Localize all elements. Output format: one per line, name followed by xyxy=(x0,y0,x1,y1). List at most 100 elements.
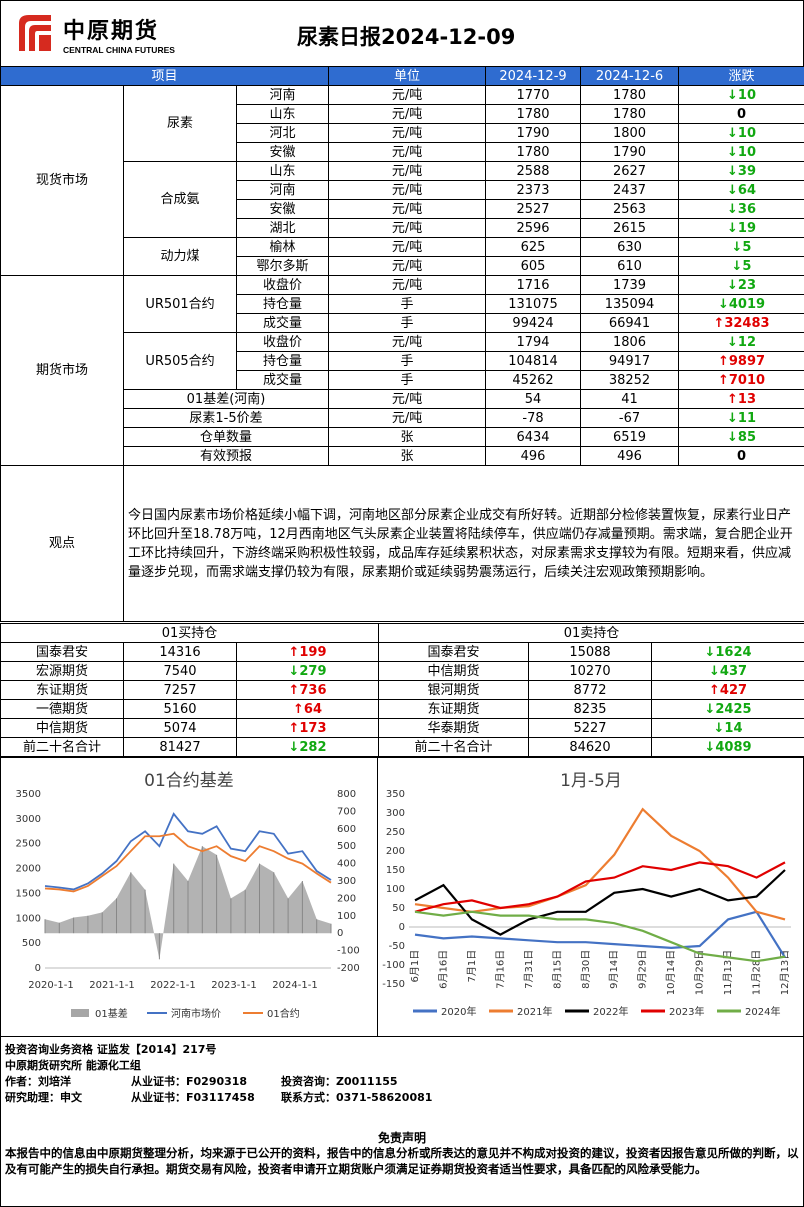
row-change: ↓85 xyxy=(678,427,804,447)
long-change: ↑736 xyxy=(235,680,380,700)
y2-tick-label: 700 xyxy=(337,806,356,817)
table-row: 01基差(河南) 元/吨 54 41 ↑13 xyxy=(1,389,804,409)
y2-tick-label: 100 xyxy=(337,911,356,922)
row-unit: 元/吨 xyxy=(328,275,487,295)
logo-en: CENTRAL CHINA FUTURES xyxy=(63,45,175,55)
row-change: ↓12 xyxy=(678,332,804,352)
long-broker: 前二十名合计 xyxy=(0,737,124,757)
row-value-d1: 1716 xyxy=(485,275,582,295)
row-unit: 元/吨 xyxy=(328,218,487,238)
row-unit: 元/吨 xyxy=(328,237,487,257)
x-tick-label: 7月1日 xyxy=(466,950,478,983)
long-change: ↓279 xyxy=(235,661,380,681)
position-row: 前二十名合计 81427 ↓282 前二十名合计 84620 ↓4089 xyxy=(0,737,804,757)
long-volume: 14316 xyxy=(123,642,237,662)
row-change: ↓10 xyxy=(678,123,804,143)
y2-tick-label: 300 xyxy=(337,876,356,887)
row-change: ↓23 xyxy=(678,275,804,295)
long-broker: 宏源期货 xyxy=(0,661,124,681)
row-name: 成交量 xyxy=(235,370,330,390)
row-change: ↓64 xyxy=(678,180,804,200)
y-tick-label: 2000 xyxy=(16,864,41,875)
short-volume: 15088 xyxy=(528,642,653,662)
row-unit: 元/吨 xyxy=(328,123,487,143)
row-change: ↑32483 xyxy=(678,313,804,333)
y-tick-label: 200 xyxy=(386,846,405,857)
long-volume: 5074 xyxy=(123,718,237,738)
y-tick-label: 150 xyxy=(386,865,405,876)
group-label: 动力煤 xyxy=(123,237,237,276)
row-unit: 元/吨 xyxy=(328,389,487,409)
row-name: 01基差(河南) xyxy=(122,389,330,409)
row-name: 尿素1-5价差 xyxy=(122,408,330,428)
row-change: ↓39 xyxy=(678,161,804,181)
row-change: ↓4019 xyxy=(678,294,804,314)
long-broker: 国泰君安 xyxy=(0,642,124,662)
row-change: ↓10 xyxy=(678,142,804,162)
row-unit: 元/吨 xyxy=(328,256,487,276)
row-unit: 手 xyxy=(328,351,487,371)
short-broker: 银河期货 xyxy=(378,680,530,700)
group-label: 合成氨 xyxy=(123,161,237,238)
row-unit: 张 xyxy=(328,446,487,466)
short-broker: 华泰期货 xyxy=(378,718,530,738)
y-tick-label: 350 xyxy=(386,789,405,800)
short-change: ↓2425 xyxy=(651,699,804,719)
row-change: ↑13 xyxy=(678,389,804,409)
row-change: ↓19 xyxy=(678,218,804,238)
long-title: 01买持仓 xyxy=(0,623,380,643)
position-row: 一德期货 5160 ↑64 东证期货 8235 ↓2425 xyxy=(0,699,804,719)
row-change: ↑9897 xyxy=(678,351,804,371)
table-row: 仓单数量张 6434 6519 ↓85 xyxy=(1,427,804,447)
x-tick-label: 7月31日 xyxy=(523,950,535,989)
legend-label: 2020年 xyxy=(441,1005,476,1018)
y-tick-label: -150 xyxy=(382,979,405,990)
group-label: 尿素 xyxy=(123,85,237,162)
spread-chart: 1月-5月 350 300 250 200 150 100 50 0 -50 -100 -150 6月… xyxy=(379,758,803,1036)
row-change: ↓36 xyxy=(678,199,804,219)
x-tick-label: 2022-1-1 xyxy=(150,980,195,991)
y2-tick-label: 500 xyxy=(337,841,356,852)
table-row: 有效预报张 496 496 0 xyxy=(1,446,804,466)
x-tick-label: 7月16日 xyxy=(494,950,506,989)
table-row: UR505合约 收盘价 元/吨 1794 1806 ↓12 xyxy=(1,332,804,390)
header-item: 项目 xyxy=(0,66,330,86)
row-value-d1: 605 xyxy=(485,256,582,276)
row-name: 山东 xyxy=(235,161,330,181)
table-row: 安徽 元/吨 1780 1790 ↓10 xyxy=(1,142,804,162)
opinion-label: 观点 xyxy=(0,465,124,622)
x-tick-label: 2020-1-1 xyxy=(28,980,73,991)
series-line-2 xyxy=(414,869,786,936)
y2-tick-label: 600 xyxy=(337,824,356,835)
row-value-d1: 1794 xyxy=(485,332,582,352)
short-volume: 10270 xyxy=(528,661,653,681)
table-row: 期货市场 UR501合约 收盘价 元/吨 1716 1739 ↓23 xyxy=(0,275,804,466)
row-name: 湖北 xyxy=(235,218,330,238)
long-broker: 中信期货 xyxy=(0,718,124,738)
price-table: 项目 单位 2024-12-9 2024-12-6 涨跌 现货市场 尿素 河南 元/吨… xyxy=(0,66,804,622)
row-value-d2: 2563 xyxy=(580,199,680,219)
footer-contact: 联系方式：0371-58620081 xyxy=(281,1091,433,1104)
x-tick-label: 2023-1-1 xyxy=(211,980,256,991)
short-broker: 东证期货 xyxy=(378,699,530,719)
short-broker: 国泰君安 xyxy=(378,642,530,662)
y-tick-label: -100 xyxy=(382,960,405,971)
header-date2: 2024-12-6 xyxy=(580,66,680,86)
row-name: 有效预报 xyxy=(122,446,330,466)
y-tick-label: 250 xyxy=(386,827,405,838)
legend-label: 河南市场价 xyxy=(171,1007,221,1020)
x-tick-label: 11月28日 xyxy=(751,950,763,995)
x-tick-label: 8月30日 xyxy=(580,950,592,989)
row-unit: 元/吨 xyxy=(328,408,487,428)
legend-label: 2022年 xyxy=(593,1005,628,1018)
row-value-d2: 94917 xyxy=(580,351,680,371)
table-header: 项目 单位 2024-12-9 2024-12-6 涨跌 xyxy=(0,66,804,86)
header-date1: 2024-12-9 xyxy=(485,66,582,86)
table-row: 持仓量手 104814 94917 ↑9897 xyxy=(1,351,804,371)
logo-cn: 中原期货 xyxy=(63,19,160,44)
long-volume: 81427 xyxy=(123,737,237,757)
x-tick-label: 2024-1-1 xyxy=(272,980,317,991)
long-change: ↑173 xyxy=(235,718,380,738)
long-volume: 7257 xyxy=(123,680,237,700)
basis-chart: 01合约基差 3500 3000 2500 2000 1500 1000 500 0 800 70… xyxy=(1,758,378,1036)
